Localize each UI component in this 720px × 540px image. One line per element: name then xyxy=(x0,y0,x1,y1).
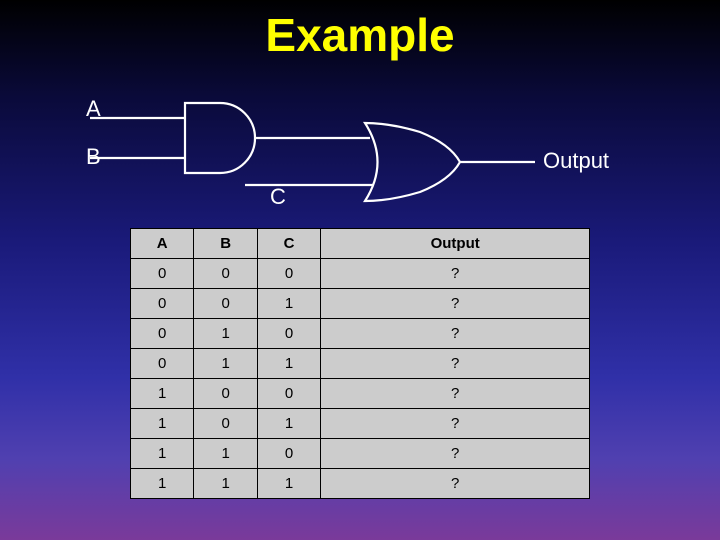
table-row: 1 0 0 ? xyxy=(131,379,590,409)
table-row: 0 1 0 ? xyxy=(131,319,590,349)
cell: 0 xyxy=(257,439,320,469)
label-output: Output xyxy=(543,148,609,174)
cell: 0 xyxy=(131,289,194,319)
cell: 1 xyxy=(131,379,194,409)
or-gate xyxy=(365,123,460,201)
col-a: A xyxy=(131,229,194,259)
table-body: 0 0 0 ? 0 0 1 ? 0 1 0 ? 0 1 1 ? xyxy=(131,259,590,499)
cell: 0 xyxy=(257,379,320,409)
label-a: A xyxy=(86,96,101,122)
col-output: Output xyxy=(321,229,590,259)
cell: ? xyxy=(321,379,590,409)
cell: 0 xyxy=(194,379,257,409)
cell: 0 xyxy=(257,319,320,349)
logic-diagram-svg xyxy=(90,100,610,220)
cell: 1 xyxy=(194,349,257,379)
table-row: 1 1 1 ? xyxy=(131,469,590,499)
cell: 1 xyxy=(131,439,194,469)
label-b: B xyxy=(86,144,101,170)
table-row: 0 0 0 ? xyxy=(131,259,590,289)
table-row: 0 1 1 ? xyxy=(131,349,590,379)
cell: ? xyxy=(321,349,590,379)
table-row: 1 1 0 ? xyxy=(131,439,590,469)
slide-title: Example xyxy=(0,8,720,62)
table-header-row: A B C Output xyxy=(131,229,590,259)
cell: ? xyxy=(321,469,590,499)
cell: 1 xyxy=(131,469,194,499)
slide: Example A B C Output xyxy=(0,0,720,540)
cell: 0 xyxy=(194,259,257,289)
cell: 0 xyxy=(194,409,257,439)
col-b: B xyxy=(194,229,257,259)
cell: 1 xyxy=(194,469,257,499)
cell: 1 xyxy=(257,349,320,379)
table-row: 0 0 1 ? xyxy=(131,289,590,319)
cell: 0 xyxy=(131,259,194,289)
cell: 1 xyxy=(257,289,320,319)
cell: 1 xyxy=(194,319,257,349)
cell: 1 xyxy=(257,469,320,499)
logic-diagram: A B C Output xyxy=(90,100,610,220)
and-gate xyxy=(185,103,255,173)
cell: ? xyxy=(321,259,590,289)
cell: ? xyxy=(321,319,590,349)
cell: 1 xyxy=(131,409,194,439)
cell: ? xyxy=(321,289,590,319)
table-row: 1 0 1 ? xyxy=(131,409,590,439)
cell: 0 xyxy=(194,289,257,319)
cell: 1 xyxy=(194,439,257,469)
cell: 0 xyxy=(257,259,320,289)
cell: ? xyxy=(321,439,590,469)
cell: 0 xyxy=(131,319,194,349)
cell: ? xyxy=(321,409,590,439)
cell: 0 xyxy=(131,349,194,379)
col-c: C xyxy=(257,229,320,259)
truth-table: A B C Output 0 0 0 ? 0 0 1 ? 0 1 0 xyxy=(130,228,590,499)
cell: 1 xyxy=(257,409,320,439)
label-c: C xyxy=(270,184,286,210)
